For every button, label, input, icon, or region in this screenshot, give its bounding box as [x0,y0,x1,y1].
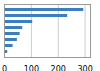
svg-text:100: 100 [24,65,39,71]
svg-text:0: 0 [2,65,7,71]
svg-text:300: 300 [77,65,92,71]
svg-text:200: 200 [51,65,66,71]
